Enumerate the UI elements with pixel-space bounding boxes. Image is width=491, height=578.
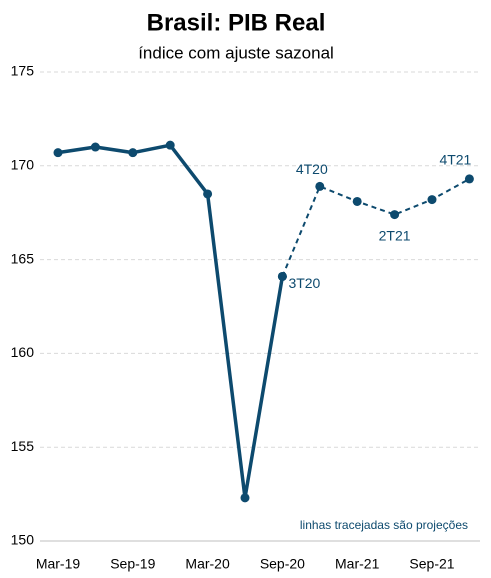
point xyxy=(203,189,213,199)
point-label: 3T20 xyxy=(288,275,320,291)
note: linhas tracejadas são projeções xyxy=(300,518,468,532)
chart-title: Brasil: PIB Real xyxy=(147,9,326,36)
point xyxy=(128,148,138,158)
point-label: 4T20 xyxy=(296,161,328,177)
x-tick-label: Mar-20 xyxy=(185,556,230,572)
line xyxy=(281,178,470,277)
point xyxy=(390,210,400,220)
x-tick-label: Sep-20 xyxy=(260,556,305,572)
x-tick-label: Sep-21 xyxy=(409,556,454,572)
y-tick-label: 165 xyxy=(11,250,35,266)
point xyxy=(240,493,250,503)
x-tick-label: Mar-21 xyxy=(335,556,380,572)
point-label: 2T21 xyxy=(379,227,411,243)
point xyxy=(277,271,287,281)
point xyxy=(315,181,325,191)
point xyxy=(90,142,100,152)
point xyxy=(53,148,63,158)
x-tick-label: Mar-19 xyxy=(36,556,81,572)
point xyxy=(165,140,175,150)
chart-subtitle: índice com ajuste sazonal xyxy=(138,43,334,62)
y-tick-label: 155 xyxy=(11,438,35,454)
y-tick-label: 160 xyxy=(11,344,35,360)
y-tick-label: 175 xyxy=(11,63,35,79)
line xyxy=(57,143,285,500)
point-label: 4T21 xyxy=(439,152,471,168)
point xyxy=(427,195,437,205)
y-tick-label: 150 xyxy=(11,532,35,548)
point xyxy=(464,174,474,184)
y-tick-label: 170 xyxy=(11,157,35,173)
x-tick-label: Sep-19 xyxy=(110,556,155,572)
point xyxy=(352,196,362,206)
